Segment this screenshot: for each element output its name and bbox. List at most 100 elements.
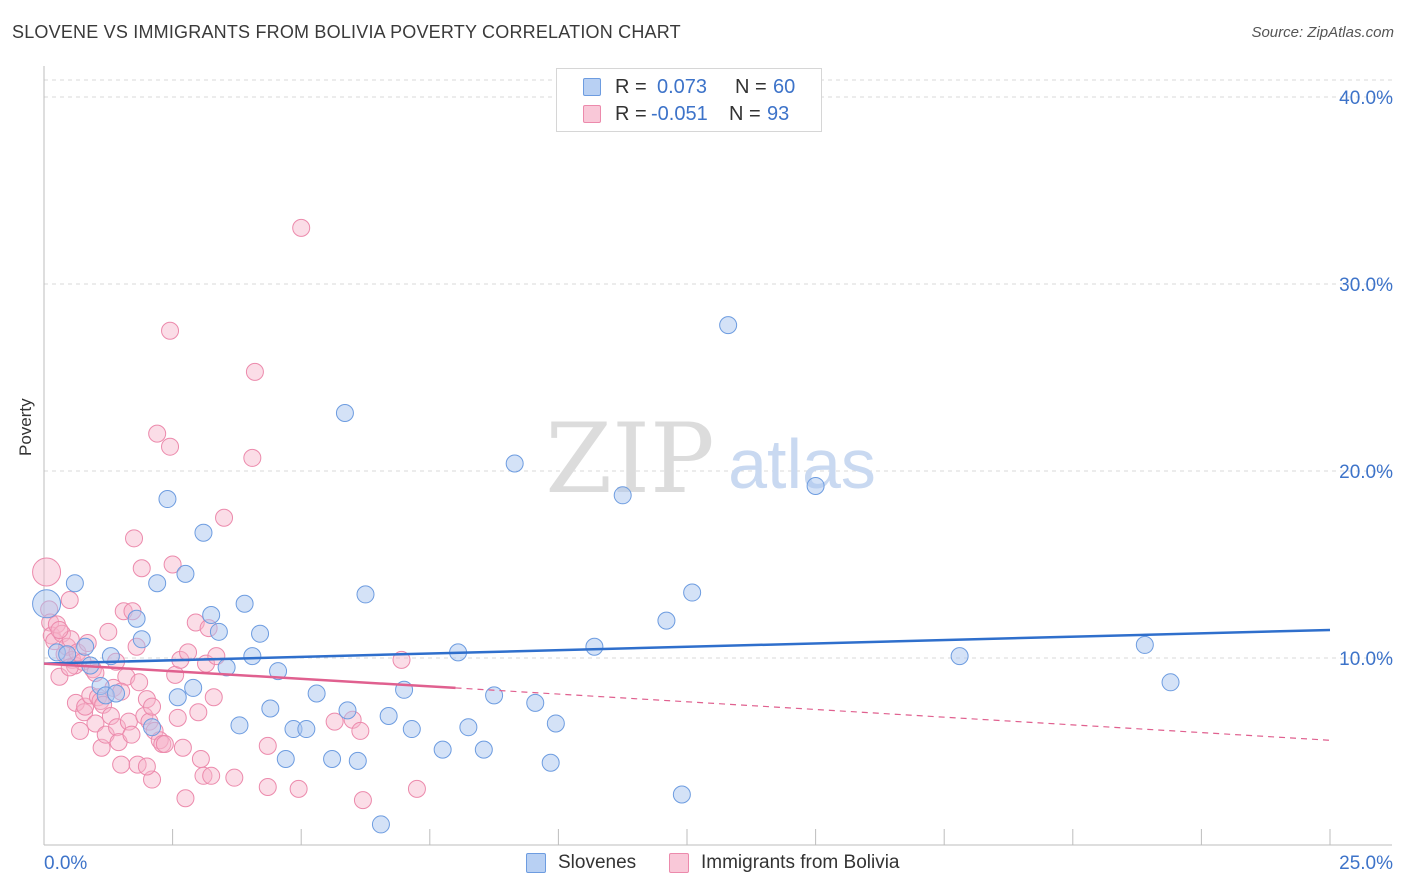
bolivia-point [179, 643, 198, 662]
grid [44, 79, 1392, 659]
bolivia-point [289, 779, 308, 798]
bolivia-point [353, 791, 372, 810]
bolivia-point [204, 688, 223, 707]
bolivia-point [325, 712, 344, 731]
slovenes-point [235, 594, 254, 613]
legend-item-bolivia[interactable]: Immigrants from Bolivia [669, 852, 900, 874]
bolivia-point [202, 766, 221, 785]
slovenes-point [176, 564, 195, 583]
legend-swatch-blue [526, 853, 546, 873]
bolivia-point [351, 721, 370, 740]
bolivia-point [225, 768, 244, 787]
legend-n-value: 93 [767, 102, 790, 125]
bolivia-point [243, 448, 262, 467]
bolivia-point [101, 706, 120, 725]
slovenes-point [402, 720, 421, 739]
slovenes-point [474, 740, 493, 759]
legend-item-slovenes[interactable]: Slovenes [526, 852, 636, 874]
slovenes-point [269, 662, 288, 681]
slovenes-point [546, 714, 565, 733]
legend-r-value: -0.051 [651, 102, 708, 125]
axes [43, 66, 1392, 846]
slovenes-point [433, 740, 452, 759]
bolivia-point [32, 557, 62, 587]
slovenes-point [132, 630, 151, 649]
bolivia-point [161, 321, 180, 340]
slovenes-point [485, 686, 504, 705]
slovenes-point [719, 316, 738, 335]
correlation-legend: R = 0.073 N = 60 R = -0.051 N = 93 [556, 68, 822, 132]
slovenes-point [505, 454, 524, 473]
slovenes-point [348, 751, 367, 770]
bolivia-point [99, 622, 118, 641]
slovenes-point [459, 718, 478, 737]
slovenes-point [672, 785, 691, 804]
bolivia-point [245, 362, 264, 381]
y-tick-label: 20.0% [1339, 462, 1393, 483]
slovenes-point [230, 716, 249, 735]
slovenes-point [101, 647, 120, 666]
slovenes-point [143, 718, 162, 737]
y-tick-label: 10.0% [1339, 649, 1393, 670]
slovenes-point [107, 684, 126, 703]
slovenes-point [58, 645, 77, 664]
legend-swatch-pink [583, 105, 601, 123]
x-tick-label: 0.0% [44, 853, 87, 874]
slovenes-point [127, 609, 146, 628]
slovenes-point [541, 753, 560, 772]
slovenes-point [379, 706, 398, 725]
bolivia-point [215, 508, 234, 527]
tick-labels: 10.0% 20.0% 30.0% 40.0% 0.0% 25.0% [44, 88, 1393, 874]
bolivia-point [258, 736, 277, 755]
slovenes-point [276, 749, 295, 768]
slovenes-point [32, 589, 62, 619]
chart-title: SLOVENE VS IMMIGRANTS FROM BOLIVIA POVER… [12, 22, 681, 42]
trend-lines [43, 628, 1331, 741]
legend-swatch-pink [669, 853, 689, 873]
bolivia-point [173, 738, 192, 757]
slovenes-point [613, 486, 632, 505]
y-tick-label: 40.0% [1339, 88, 1393, 109]
bolivia-point [112, 755, 131, 774]
legend-swatch-blue [583, 78, 601, 96]
bolivia-trend-extension [455, 687, 1331, 741]
slovenes-point [806, 476, 825, 495]
bolivia-point [148, 424, 167, 443]
bolivia-point [50, 620, 69, 639]
bolivia-point [163, 555, 182, 574]
bolivia-point [258, 778, 277, 797]
bolivia-point [130, 673, 149, 692]
bolivia-point [137, 757, 156, 776]
slovenes-point [297, 720, 316, 739]
bolivia-point [292, 218, 311, 237]
legend-n-label: N = [729, 102, 761, 125]
bolivia-point [168, 708, 187, 727]
bolivia-point [125, 529, 144, 548]
bolivia-point [132, 559, 151, 578]
bolivia-point [143, 697, 162, 716]
bolivia-point [392, 650, 411, 669]
series-slovenes-points [32, 316, 1180, 834]
slovenes-point [1161, 673, 1180, 692]
slovenes-point [323, 749, 342, 768]
slovenes-point [1135, 635, 1154, 654]
slovenes-point [335, 404, 354, 423]
bolivia-point [161, 437, 180, 456]
series-bolivia-points [32, 218, 426, 810]
slovenes-point [356, 585, 375, 604]
slovenes-point [148, 574, 167, 593]
legend-n-label: N = [735, 75, 767, 98]
bolivia-point [60, 591, 79, 610]
bolivia-point [155, 735, 174, 754]
source-label: Source: ZipAtlas.com [1251, 24, 1394, 41]
x-tick-label: 25.0% [1339, 853, 1393, 874]
slovenes-point [184, 678, 203, 697]
legend-row-bolivia: R = -0.051 N = 93 [583, 102, 789, 126]
legend-item-label: Slovenes [558, 852, 637, 873]
slovenes-point [202, 605, 221, 624]
bolivia-point [122, 725, 141, 744]
bolivia-trend-line [43, 662, 456, 690]
slovenes-point [585, 637, 604, 656]
y-tick-label: 30.0% [1339, 275, 1393, 296]
